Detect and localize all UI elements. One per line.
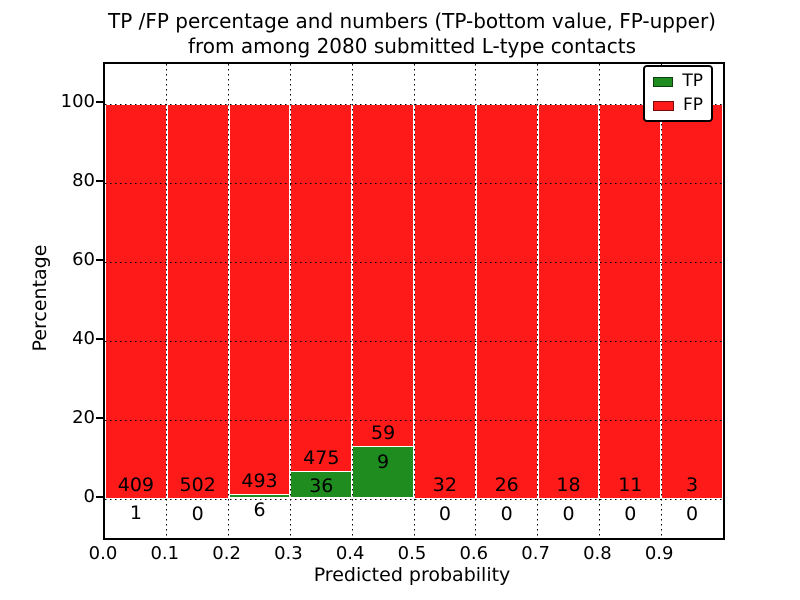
tp-count-label: 0 [686, 503, 699, 526]
y-tick-mark [96, 100, 103, 103]
vertical-gridline [598, 64, 600, 538]
fp-count-label: 59 [371, 422, 396, 445]
x-tick-label: 0.2 [212, 543, 241, 564]
vertical-gridline [166, 64, 168, 538]
vertical-gridline [660, 64, 662, 538]
fp-bar [537, 103, 600, 499]
tp-count-label: 0 [562, 503, 575, 526]
tp-count-label: 0 [624, 503, 637, 526]
legend-entry-fp: FP [653, 97, 703, 114]
y-tick-label: 60 [72, 248, 95, 270]
fp-bar [475, 103, 538, 499]
fp-count-label: 502 [179, 474, 216, 497]
fp-bar [228, 103, 291, 499]
fp-bar [105, 103, 167, 499]
fp-count-label: 409 [117, 473, 155, 496]
legend-entry-tp: TP [653, 73, 703, 90]
tp-count-label: 0 [500, 503, 513, 526]
tp-count-label: 9 [377, 451, 390, 473]
y-axis-label: Percentage [29, 244, 51, 352]
tp-count-label: 36 [309, 475, 334, 498]
plot-area: 409 1 502 0 493 6 475 36 59 9 32 0 26 0 18 0 11 0 3 0 [103, 62, 725, 540]
y-tick-mark [96, 416, 103, 419]
fp-bar [414, 103, 476, 499]
fp-count-label: 475 [303, 446, 340, 469]
fp-bar [661, 103, 723, 499]
vertical-gridline [351, 64, 353, 538]
x-tick-label: 0.0 [88, 543, 118, 564]
fp-bar [166, 103, 229, 499]
y-tick-mark [96, 258, 103, 261]
tp-count-label: 6 [253, 498, 266, 521]
x-tick-label: 0.3 [274, 543, 303, 564]
vertical-gridline [537, 64, 539, 538]
tp-count-label: 0 [191, 503, 204, 526]
x-tick-label: 0.1 [150, 543, 180, 564]
tp-legend-label: TP [682, 71, 703, 91]
fp-count-label: 3 [686, 474, 699, 497]
vertical-gridline [289, 64, 291, 538]
y-tick-label: 20 [72, 406, 95, 428]
y-tick-label: 40 [72, 327, 95, 349]
y-tick-label: 100 [60, 90, 95, 112]
y-tick-mark [96, 337, 103, 340]
tp-count-label: 0 [438, 503, 451, 526]
fp-count-label: 32 [432, 474, 457, 497]
chart-title-block: TP /FP percentage and numbers (TP-bottom… [103, 9, 721, 59]
x-tick-label: 0.7 [521, 543, 550, 564]
x-tick-label: 0.5 [397, 543, 427, 564]
x-tick-label: 0.4 [335, 543, 365, 564]
y-tick-label: 80 [72, 169, 95, 191]
fp-bar [599, 103, 662, 499]
x-tick-label: 0.6 [459, 543, 489, 564]
fp-legend-label: FP [682, 95, 703, 115]
x-axis-label: Predicted probability [313, 564, 511, 586]
vertical-gridline [413, 64, 415, 538]
chart-title: TP /FP percentage and numbers (TP-bottom… [108, 9, 716, 33]
fp-count-label: 26 [494, 474, 519, 497]
y-tick-mark [96, 179, 103, 182]
y-tick-label: 0 [83, 485, 95, 507]
x-tick-label: 0.9 [644, 543, 674, 564]
fp-count-label: 18 [556, 474, 581, 497]
vertical-gridline [228, 64, 230, 538]
y-tick-mark [96, 495, 103, 498]
fp-count-label: 493 [241, 469, 278, 492]
tp-count-label: 1 [129, 502, 142, 525]
fp-count-label: 11 [618, 474, 643, 497]
legend: TP FP [643, 65, 713, 122]
fp-bar [290, 103, 353, 499]
x-tick-label: 0.8 [583, 543, 612, 564]
chart-subtitle: from among 2080 submitted L-type contact… [187, 34, 637, 58]
vertical-gridline [475, 64, 477, 538]
tp-legend-swatch [653, 76, 674, 87]
fp-legend-swatch [653, 100, 674, 111]
tp-bar [352, 446, 414, 499]
